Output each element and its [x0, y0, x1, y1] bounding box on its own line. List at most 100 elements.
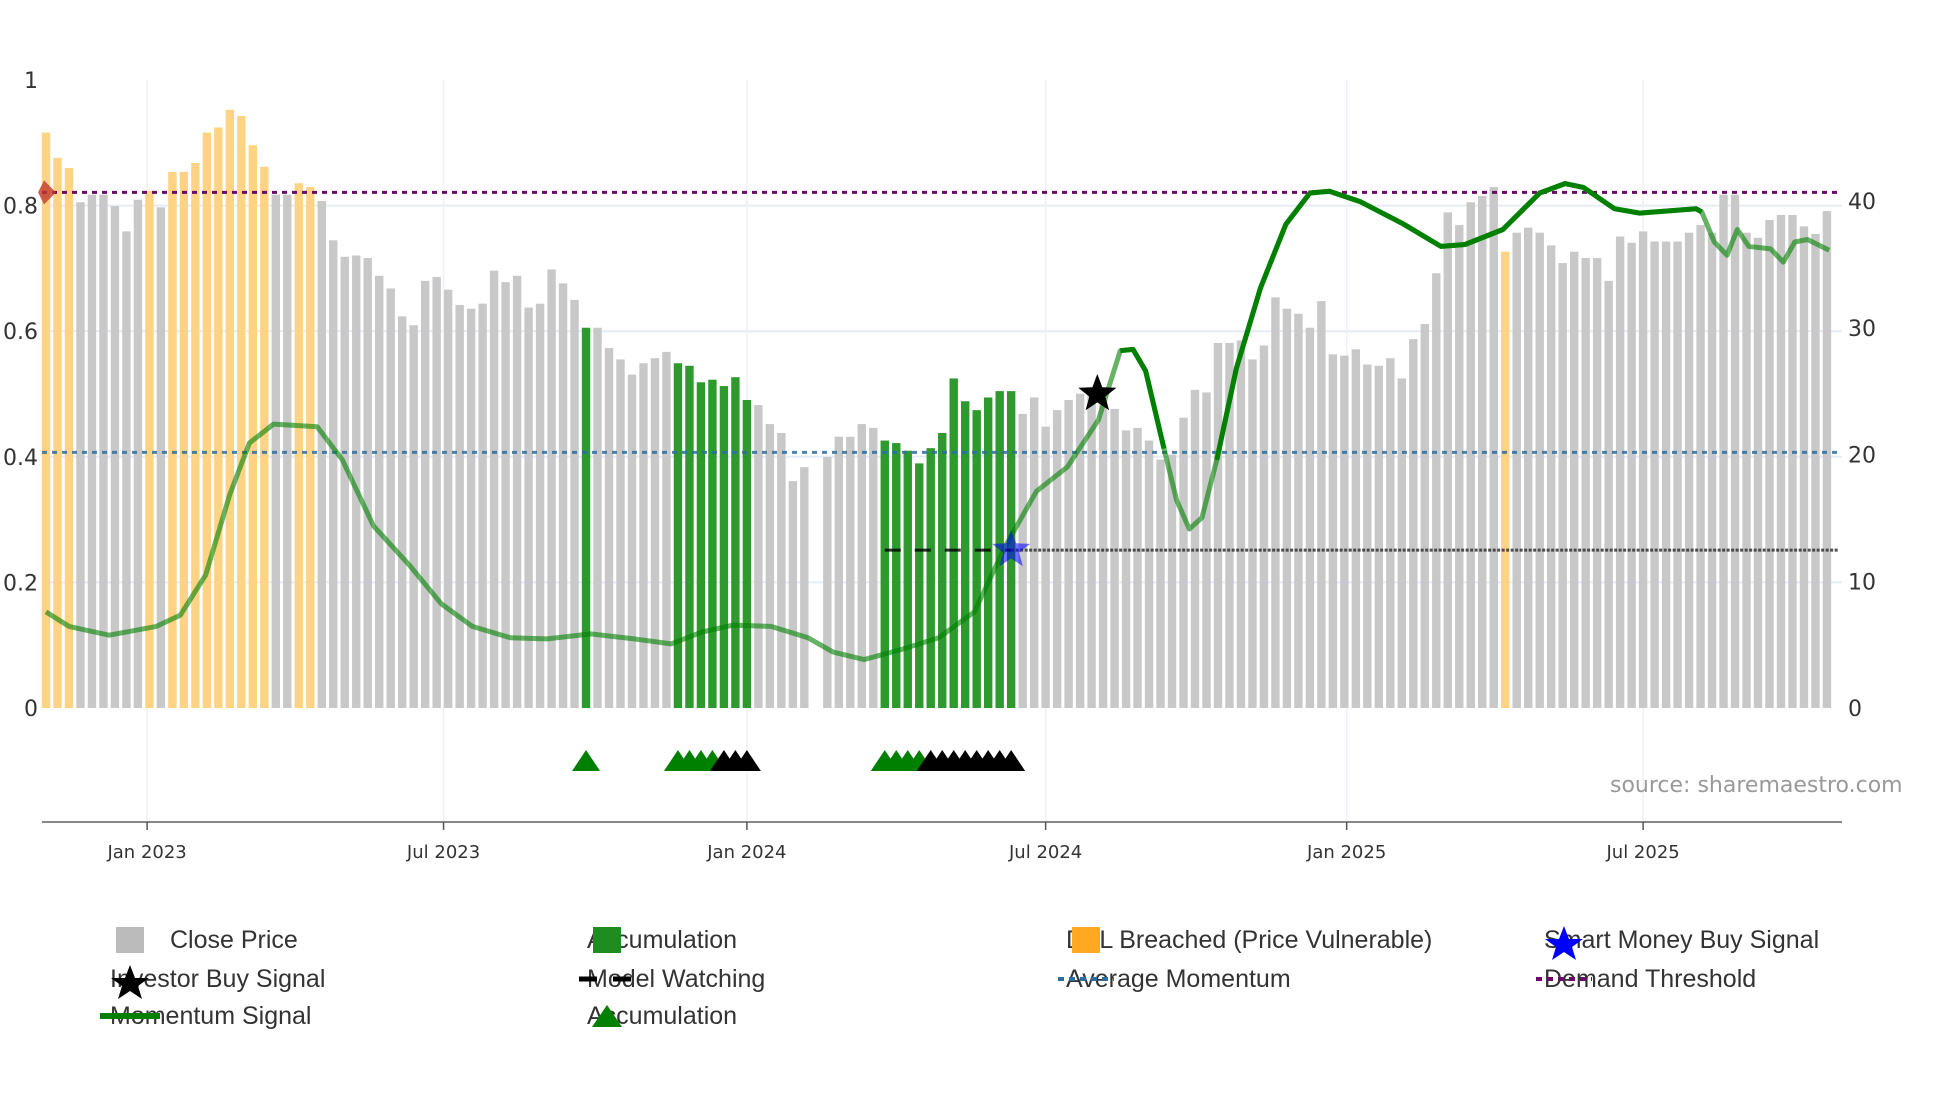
dtl-breached-bar [41, 132, 51, 708]
close-price-bar [76, 202, 85, 708]
close-price-bar [375, 275, 384, 708]
close-price-bar [1041, 426, 1050, 708]
accumulation-bar [685, 365, 694, 708]
close-price-bar [1443, 212, 1452, 708]
close-price-bar [547, 269, 556, 708]
accumulation-bar [731, 377, 740, 708]
dtl-breached-bar [53, 157, 62, 708]
accumulation-triangle [572, 750, 601, 771]
axes: Jan 2023 Jul 2023 Jan 2024 Jul 2024 Jan 2025… [3, 69, 1876, 863]
close-price-bar [1753, 237, 1763, 708]
close-price-bar [133, 199, 143, 709]
close-price-bar [1029, 397, 1039, 708]
close-price-bar [846, 436, 855, 708]
close-price-bar [788, 481, 798, 708]
left-y-tick-label: 0.6 [3, 320, 38, 345]
close-price-bar [765, 424, 775, 708]
close-price-bar [1696, 225, 1705, 708]
close-price-bar [1822, 211, 1832, 708]
close-price-bar [1684, 232, 1694, 708]
left-y-tick-label: 0 [24, 697, 38, 722]
accumulation-bar [983, 397, 993, 708]
close-price-bar [1604, 280, 1613, 708]
model-watching-triangle [997, 750, 1026, 771]
close-price-bar [593, 327, 602, 708]
close-price-bar [1213, 342, 1223, 708]
close-price-bar [834, 436, 844, 708]
dtl-breached-bar [1501, 251, 1510, 708]
close-price-bar [869, 427, 878, 708]
close-price-bar [1156, 459, 1165, 708]
x-tick-label: Jul 2024 [1008, 842, 1082, 863]
close-price-bar [1409, 339, 1418, 708]
close-price-bar [1282, 308, 1292, 708]
close-price-bar [1121, 430, 1131, 708]
close-price-bar [1742, 232, 1751, 708]
smart-money-buy-star [992, 530, 1031, 567]
close-price-bar [420, 280, 430, 708]
close-price-bar [386, 288, 395, 708]
close-price-bar [1581, 258, 1590, 708]
accumulation-bar [708, 379, 717, 708]
dtl-breached-bar [179, 171, 189, 708]
close-price-bar [558, 283, 568, 708]
close-price-bar [1225, 342, 1234, 708]
right-y-tick-label: 0 [1848, 697, 1862, 722]
right-y-tick-label: 40 [1848, 190, 1876, 215]
dtl-breached-bar [64, 168, 74, 709]
right-y-tick-label: 20 [1848, 444, 1876, 469]
close-price-bar [1374, 365, 1384, 708]
close-price-bar [1098, 401, 1108, 708]
close-price-bar [455, 304, 464, 708]
accumulation-bar [880, 440, 889, 708]
close-price-bar [1363, 364, 1372, 708]
dtl-breached-bar [145, 190, 154, 709]
accumulation-bar [903, 450, 912, 708]
accumulation-bar [892, 443, 901, 708]
x-tick-label: Jan 2024 [706, 842, 786, 863]
close-price-bar [1627, 242, 1636, 708]
close-price-bar [1535, 232, 1544, 708]
close-price-bar [489, 270, 499, 708]
close-price-bar [1615, 236, 1625, 709]
signal-markers [38, 180, 1117, 771]
close-price-bar [1455, 225, 1464, 708]
close-price-bar [1259, 345, 1269, 708]
close-price-bar [857, 424, 866, 708]
close-price-bar [1248, 359, 1257, 708]
accumulation-bar [581, 327, 591, 708]
close-price-bar [1569, 251, 1579, 708]
momentum-signal-line [44, 181, 1831, 663]
accumulation-bar [938, 432, 947, 708]
close-price-bar [754, 405, 763, 708]
close-price-bar [340, 256, 349, 708]
close-price-bar [397, 316, 407, 708]
close-price-bar [1592, 258, 1602, 708]
accumulation-bar [961, 401, 970, 708]
close-price-bar [1144, 440, 1154, 708]
close-price-bar [777, 432, 786, 708]
close-price-bar [1432, 273, 1441, 708]
x-tick-label: Jan 2023 [106, 842, 186, 863]
dtl-breached-bar [237, 116, 246, 708]
close-price-bar [501, 282, 510, 708]
close-price-bar [639, 363, 648, 708]
close-price-bar [1317, 301, 1326, 708]
close-price-bar [1236, 340, 1246, 708]
dtl-breached-bar [294, 183, 303, 708]
close-price-bar [1190, 389, 1200, 708]
close-price-bar [1328, 354, 1338, 708]
dtl-breached-bar [260, 166, 269, 709]
close-price-bar [1133, 427, 1142, 708]
investor-buy-star [1078, 374, 1117, 411]
close-price-bar [1661, 241, 1671, 708]
x-tick-label: Jan 2025 [1306, 842, 1386, 863]
close-price-bar [1305, 327, 1315, 708]
close-price-bar [443, 289, 453, 708]
model-watching-triangle [732, 750, 761, 771]
left-y-tick-label: 0.4 [3, 446, 38, 471]
close-price-bar [1052, 410, 1062, 708]
dtl-marker [38, 180, 56, 205]
dtl-breached-bar [168, 171, 177, 708]
